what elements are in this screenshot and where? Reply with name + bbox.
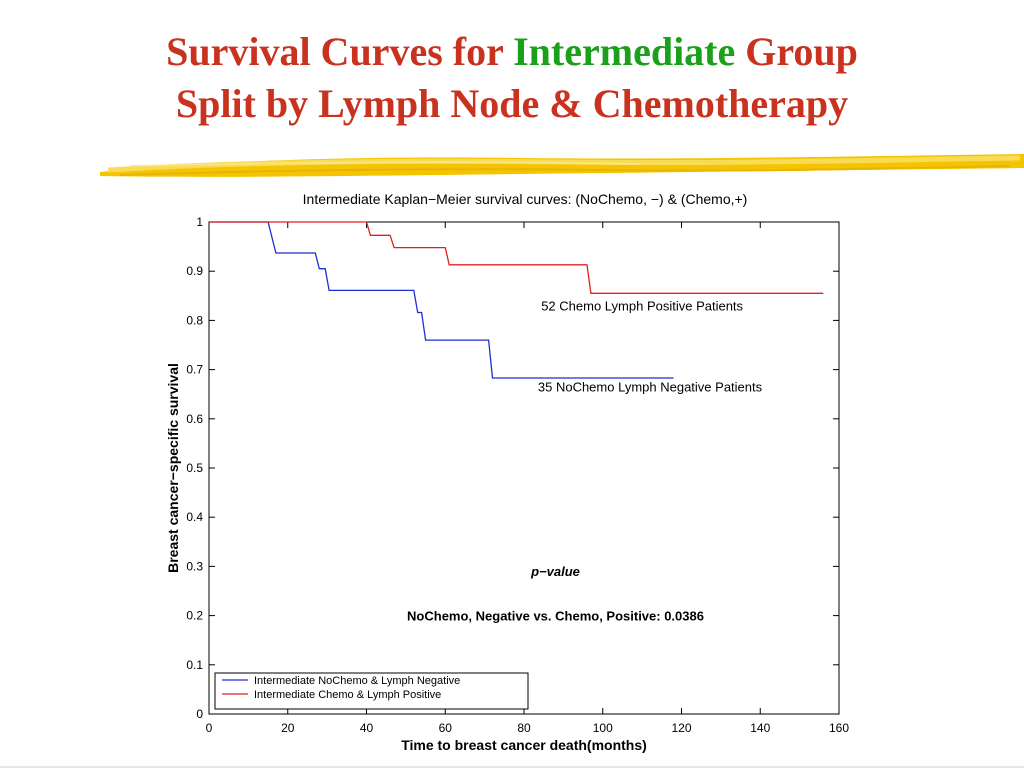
slide-title-line2: Split by Lymph Node & Chemotherapy [175, 81, 849, 126]
y-tick-label: 0.8 [186, 313, 203, 327]
x-axis-label: Time to breast cancer death(months) [401, 737, 647, 753]
y-tick-label: 0.4 [186, 510, 203, 524]
y-tick-label: 0.7 [186, 363, 203, 377]
legend: Intermediate NoChemo & Lymph Negative Int… [214, 672, 529, 710]
y-tick-label: 0 [196, 707, 203, 721]
y-tick-label: 0.3 [186, 559, 203, 573]
x-tick-label: 20 [281, 721, 295, 735]
x-tick-label: 160 [829, 721, 849, 735]
chart-title: Intermediate Kaplan−Meier survival curve… [303, 191, 748, 207]
yellow-brush-stroke [100, 154, 1024, 177]
legend-label-0: Intermediate NoChemo & Lymph Negative [254, 675, 460, 687]
y-tick-label: 0.1 [186, 658, 203, 672]
bottom-rule [0, 766, 1024, 768]
x-tick-label: 80 [517, 721, 531, 735]
series-group [209, 221, 824, 379]
y-tick-label: 0.2 [186, 609, 203, 623]
y-tick-label: 0.9 [186, 264, 203, 278]
annotation-3: NoChemo, Negative vs. Chemo, Positive: 0… [407, 609, 704, 624]
series-line-0 [209, 221, 674, 379]
slide-title: Survival Curves for Intermediate Group S… [0, 26, 1024, 130]
annotation-0: 52 Chemo Lymph Positive Patients [541, 299, 743, 314]
x-tick-label: 100 [593, 721, 613, 735]
annotation-1: 35 NoChemo Lymph Negative Patients [538, 380, 763, 395]
legend-box [214, 672, 529, 710]
plot-area [208, 221, 840, 715]
y-axis-label: Breast cancer−specific survival [165, 363, 181, 573]
slide-title-part2: Group [735, 29, 858, 74]
y-tick-label: 0.6 [186, 412, 203, 426]
axis-ticks: 0 20 40 60 80 100 120 140 160 0 0.1 0.2 0.3 0.4 0.5 0.6… [186, 215, 849, 735]
x-tick-label: 120 [671, 721, 691, 735]
annotation-2: p−value [530, 564, 580, 579]
legend-label-1: Intermediate Chemo & Lymph Positive [254, 689, 441, 701]
x-tick-label: 0 [206, 721, 213, 735]
slide-title-accent: Intermediate [513, 29, 736, 74]
slide-title-part1: Survival Curves for [166, 29, 514, 74]
y-tick-label: 0.5 [186, 461, 203, 475]
x-tick-label: 140 [750, 721, 770, 735]
series-line-1 [209, 221, 824, 294]
x-tick-label: 60 [439, 721, 453, 735]
y-tick-label: 1 [196, 215, 203, 229]
annotations: 52 Chemo Lymph Positive Patients 35 NoChe… [407, 299, 763, 624]
x-tick-label: 40 [360, 721, 374, 735]
